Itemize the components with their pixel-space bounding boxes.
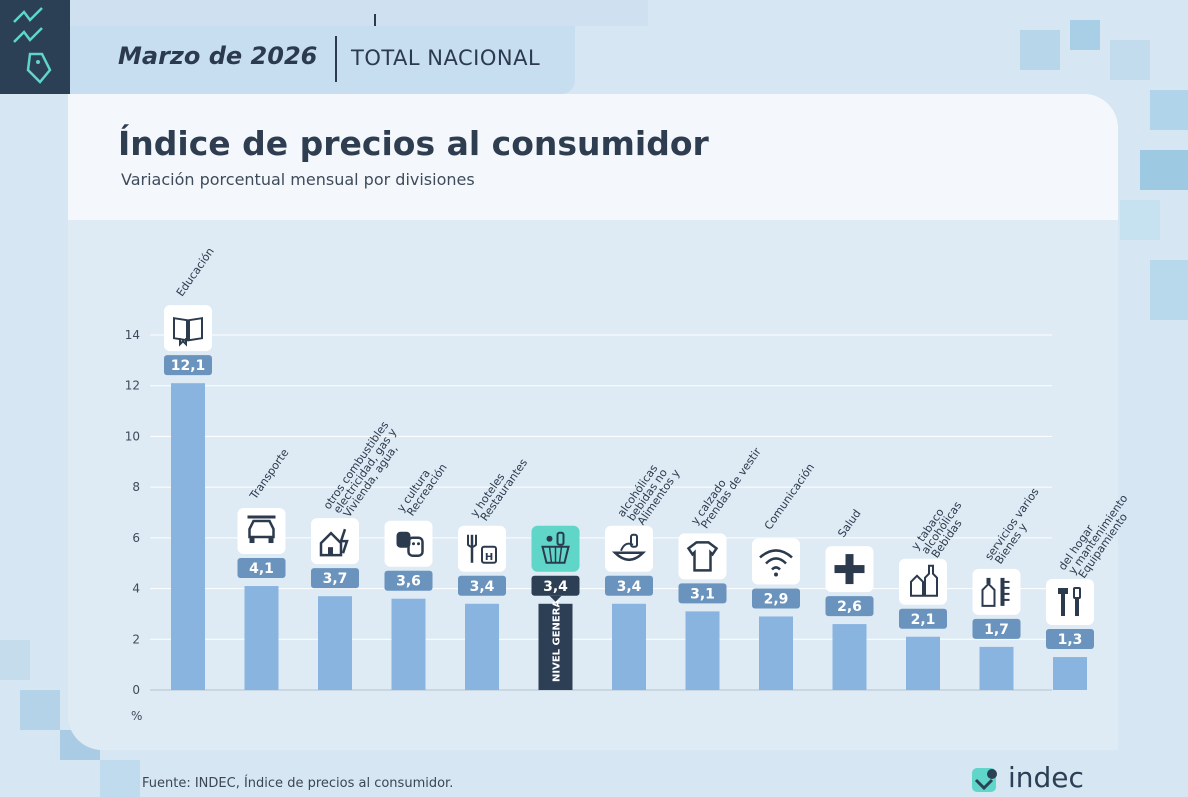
bar (1053, 657, 1087, 690)
report-date: Marzo de 2026 (118, 42, 318, 70)
icon-box (972, 568, 1021, 615)
y-tick-label: 0 (132, 683, 140, 697)
y-tick-label: 2 (132, 632, 140, 646)
category-label: Prendas de vestir (698, 445, 764, 531)
bar (612, 603, 646, 690)
icon-box (311, 518, 359, 565)
bar (685, 611, 720, 690)
basket-icon (541, 531, 570, 564)
value-label: 1,7 (984, 622, 1009, 638)
y-tick-label: 10 (125, 429, 140, 443)
bar-inner-label: NIVEL GENERAL (552, 593, 563, 682)
value-label: 1,3 (1058, 632, 1083, 648)
y-tick-label: 14 (125, 328, 140, 342)
report-scope: TOTAL NACIONAL (351, 46, 541, 70)
value-label-box (678, 583, 727, 604)
value-label: 3,4 (617, 579, 642, 595)
value-label: 3,6 (396, 574, 421, 590)
svg-text:H: H (485, 552, 493, 563)
wifi-icon (759, 549, 793, 577)
y-axis-label: % (131, 709, 142, 723)
bar (244, 586, 279, 690)
value-label-box (825, 596, 874, 617)
soap-comb-icon (981, 577, 1010, 607)
value-label-box (605, 575, 653, 596)
y-tick-label: 8 (132, 480, 140, 494)
house-energy-icon (319, 528, 349, 557)
bottles-icon (910, 564, 938, 597)
price-tag-icon (13, 7, 52, 84)
y-tick-label: 6 (132, 531, 140, 545)
tools-icon (1058, 587, 1081, 617)
source-note: Fuente: INDEC, Índice de precios al cons… (142, 776, 454, 791)
value-label: 4,1 (249, 561, 274, 577)
header-tick (374, 14, 376, 26)
theater-masks-icon (396, 531, 424, 557)
bar (979, 646, 1014, 690)
value-label-box (458, 575, 506, 596)
bar (465, 603, 499, 690)
header-divider (335, 36, 337, 82)
value-label: 3,4 (470, 579, 495, 595)
indec-logo-icon (972, 768, 997, 792)
book-icon (173, 317, 203, 347)
icon-box (1046, 579, 1094, 626)
bar (391, 598, 426, 690)
bar (906, 636, 940, 690)
card-header: Índice de precios al consumidor Variació… (68, 94, 1118, 220)
value-label: 12,1 (171, 358, 206, 374)
header-band (70, 26, 575, 94)
value-label-box (752, 588, 800, 609)
icon-box (237, 508, 286, 555)
tshirt-icon (686, 541, 719, 572)
value-label: 3,7 (323, 571, 348, 587)
food-bowl-icon (611, 533, 647, 562)
restaurant-hotel-icon: H (467, 534, 497, 564)
value-label: 2,1 (911, 612, 936, 628)
icon-box (678, 533, 727, 580)
category-label: Transporte (247, 446, 292, 502)
bar (318, 596, 352, 690)
value-label: 3,1 (690, 586, 715, 602)
plus-icon (834, 554, 865, 585)
value-label-box (311, 568, 359, 589)
value-label: 2,9 (764, 591, 789, 607)
icon-box (605, 525, 653, 572)
icon-box (752, 538, 800, 585)
brand-name: indec (1008, 761, 1084, 794)
category-label: Comunicación (762, 461, 817, 532)
value-label-box (164, 355, 212, 376)
category-label: y mantenimiento (1066, 492, 1131, 577)
bar (759, 616, 793, 690)
value-label-pointer (549, 595, 562, 602)
page-subtitle: Variación porcentual mensual por divisio… (121, 170, 475, 189)
top-strip (70, 0, 648, 26)
value-label-box (1046, 629, 1094, 650)
category-label: Educación (174, 245, 217, 299)
bar (538, 603, 573, 690)
value-label-box (237, 558, 286, 579)
value-label: 3,4 (543, 579, 568, 595)
value-label: 2,6 (837, 599, 862, 615)
y-tick-label: 4 (132, 582, 140, 596)
car-icon (247, 515, 276, 544)
page-title: Índice de precios al consumidor (118, 124, 709, 163)
value-label-box (972, 618, 1021, 639)
corner-logo (0, 0, 70, 94)
value-label-box (384, 570, 433, 591)
value-label-box (899, 608, 947, 629)
bar (832, 624, 867, 690)
category-label: electricidad, gas y (331, 425, 400, 515)
bar (171, 383, 205, 690)
category-label: Salud (835, 507, 863, 540)
chart-card: Índice de precios al consumidor Variació… (68, 94, 1118, 750)
value-label-box (531, 575, 580, 596)
y-tick-label: 12 (125, 379, 140, 393)
